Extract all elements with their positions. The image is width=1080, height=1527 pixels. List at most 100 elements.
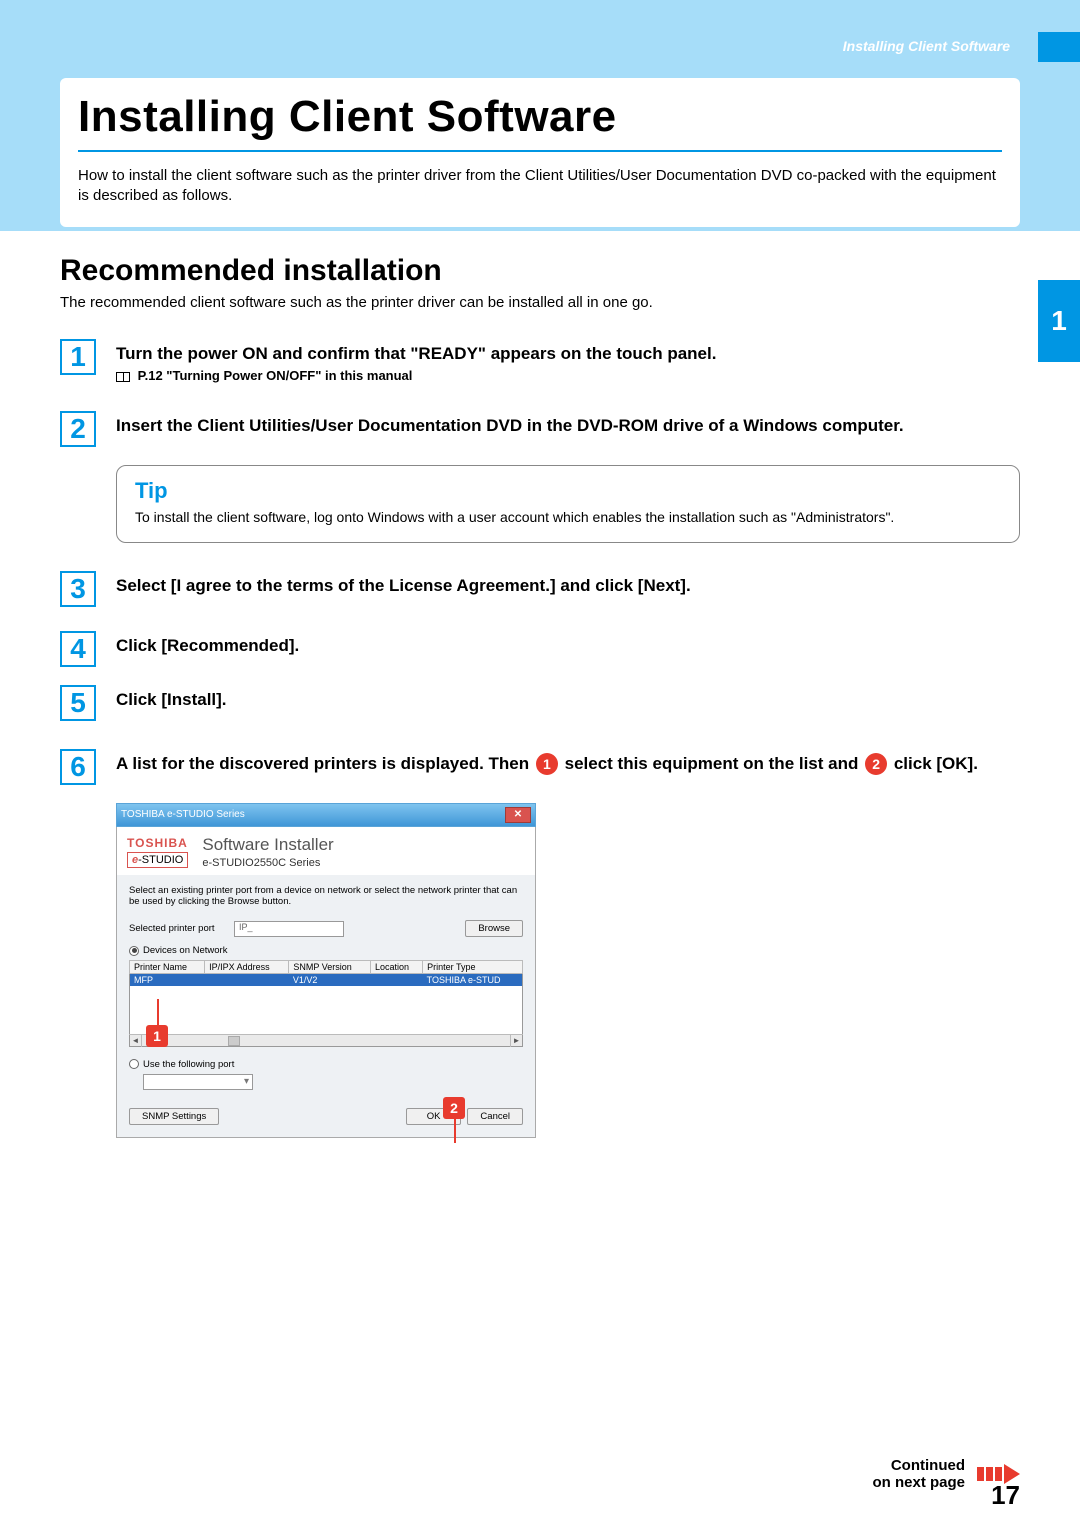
step6-text: A list for the discovered printers is di… bbox=[116, 754, 534, 773]
installer-subtitle: e-STUDIO2550C Series bbox=[202, 857, 333, 869]
section-intro: The recommended client software such as … bbox=[60, 294, 1020, 311]
installer-body: Select an existing printer port from a d… bbox=[116, 875, 536, 1138]
col-type: Printer Type bbox=[423, 961, 523, 974]
cell-name: MFP bbox=[130, 974, 205, 987]
title-underline bbox=[78, 150, 1002, 152]
step-num: 4 bbox=[60, 631, 96, 667]
step-num: 6 bbox=[60, 749, 96, 785]
port-dropdown[interactable]: ▾ bbox=[143, 1074, 253, 1090]
step-body: A list for the discovered printers is di… bbox=[116, 749, 1020, 776]
col-location: Location bbox=[371, 961, 423, 974]
step-body: Click [Install]. bbox=[116, 685, 1020, 712]
browse-button[interactable]: Browse bbox=[465, 920, 523, 937]
step-num: 5 bbox=[60, 685, 96, 721]
step-5: 5 Click [Install]. bbox=[60, 685, 1020, 721]
window-title: TOSHIBA e-STUDIO Series bbox=[121, 809, 245, 820]
cell-snmp: V1/V2 bbox=[289, 974, 371, 987]
step6-text: click [OK]. bbox=[894, 754, 978, 773]
step-num: 3 bbox=[60, 571, 96, 607]
port-dropdown-row: ▾ bbox=[143, 1074, 523, 1090]
installer-header: TOSHIBA e-STUDIO Software Installer e-ST… bbox=[116, 827, 536, 875]
scroll-left-icon[interactable]: ◄ bbox=[130, 1035, 142, 1047]
step-body: Insert the Client Utilities/User Documen… bbox=[116, 411, 1020, 438]
step-num: 2 bbox=[60, 411, 96, 447]
page-title: Installing Client Software bbox=[78, 92, 1002, 142]
h-scrollbar[interactable]: ◄ ► bbox=[130, 1034, 523, 1046]
radio-icon bbox=[129, 1059, 139, 1069]
step-num: 1 bbox=[60, 339, 96, 375]
brand-logo: TOSHIBA e-STUDIO bbox=[127, 836, 188, 868]
continued-line1: Continued bbox=[872, 1457, 965, 1474]
selected-port-label: Selected printer port bbox=[129, 923, 224, 934]
page: Installing Client Software Installing Cl… bbox=[0, 0, 1080, 1527]
devices-network-radio[interactable]: Devices on Network bbox=[129, 945, 523, 956]
step-title: Select [I agree to the terms of the Lice… bbox=[116, 575, 1020, 598]
step-ref: P.12 "Turning Power ON/OFF" in this manu… bbox=[116, 368, 1020, 383]
radio-label: Devices on Network bbox=[143, 945, 227, 956]
chapter-tab: 1 bbox=[1038, 280, 1080, 362]
cell-loc bbox=[371, 974, 423, 987]
table-row[interactable]: MFP V1/V2 TOSHIBA e-STUD bbox=[130, 974, 523, 987]
title-panel: Installing Client Software How to instal… bbox=[60, 78, 1020, 227]
step-body: Click [Recommended]. bbox=[116, 631, 1020, 658]
installer-title-block: Software Installer e-STUDIO2550C Series bbox=[202, 835, 333, 869]
step-title: Click [Install]. bbox=[116, 689, 1020, 712]
cell-ip bbox=[205, 974, 289, 987]
scroll-thumb[interactable] bbox=[228, 1036, 240, 1046]
step-title: Turn the power ON and confirm that "READ… bbox=[116, 343, 1020, 366]
top-tab bbox=[1038, 32, 1080, 62]
intro-text: How to install the client software such … bbox=[78, 166, 1002, 207]
step-4: 4 Click [Recommended]. bbox=[60, 631, 1020, 667]
printer-table[interactable]: Printer Name IP/IPX Address SNMP Version… bbox=[129, 960, 523, 1047]
estudio-logo: e-STUDIO bbox=[127, 852, 188, 868]
callout-line bbox=[157, 999, 159, 1027]
inline-badge-1: 1 bbox=[536, 753, 558, 775]
cancel-button[interactable]: Cancel bbox=[467, 1108, 523, 1125]
callout-badge-2: 2 bbox=[443, 1097, 465, 1119]
continued-label: Continued on next page bbox=[872, 1457, 965, 1492]
selected-port-row: Selected printer port IP_ Browse bbox=[129, 920, 523, 937]
section: Recommended installation The recommended… bbox=[60, 254, 1020, 1138]
tip-box: Tip To install the client software, log … bbox=[116, 465, 1020, 543]
callout-badge-1: 1 bbox=[146, 1025, 168, 1047]
step-3: 3 Select [I agree to the terms of the Li… bbox=[60, 571, 1020, 607]
step-title: Click [Recommended]. bbox=[116, 635, 1020, 658]
book-icon bbox=[116, 372, 130, 382]
window-titlebar: TOSHIBA e-STUDIO Series ✕ bbox=[116, 803, 536, 827]
step-title: Insert the Client Utilities/User Documen… bbox=[116, 415, 1020, 438]
tip-text: To install the client software, log onto… bbox=[135, 508, 1001, 528]
callout-line bbox=[454, 1119, 456, 1143]
col-ip: IP/IPX Address bbox=[205, 961, 289, 974]
following-port-radio[interactable]: Use the following port bbox=[129, 1059, 523, 1070]
continued-line2: on next page bbox=[872, 1474, 965, 1491]
installer-title: Software Installer bbox=[202, 835, 333, 855]
radio-icon bbox=[129, 946, 139, 956]
page-number: 17 bbox=[991, 1480, 1020, 1511]
selected-port-input[interactable]: IP_ bbox=[234, 921, 344, 937]
step-2: 2 Insert the Client Utilities/User Docum… bbox=[60, 411, 1020, 447]
col-printer-name: Printer Name bbox=[130, 961, 205, 974]
ref-text: P.12 "Turning Power ON/OFF" in this manu… bbox=[138, 368, 413, 383]
step-6: 6 A list for the discovered printers is … bbox=[60, 749, 1020, 785]
snmp-settings-button[interactable]: SNMP Settings bbox=[129, 1108, 219, 1125]
product-line: STUDIO bbox=[142, 854, 184, 866]
step-1: 1 Turn the power ON and confirm that "RE… bbox=[60, 339, 1020, 383]
scroll-right-icon[interactable]: ► bbox=[510, 1035, 522, 1047]
step6-text: select this equipment on the list and bbox=[565, 754, 864, 773]
step-title: A list for the discovered printers is di… bbox=[116, 753, 1020, 776]
cell-type: TOSHIBA e-STUD bbox=[423, 974, 523, 987]
section-heading: Recommended installation bbox=[60, 254, 1020, 288]
radio-label: Use the following port bbox=[143, 1059, 234, 1070]
inline-badge-2: 2 bbox=[865, 753, 887, 775]
footer: Continued on next page bbox=[60, 1457, 1020, 1492]
table-empty bbox=[130, 986, 523, 1034]
installer-dialog: TOSHIBA e-STUDIO Series ✕ TOSHIBA e-STUD… bbox=[116, 803, 536, 1138]
step-body: Select [I agree to the terms of the Lice… bbox=[116, 571, 1020, 598]
table-header: Printer Name IP/IPX Address SNMP Version… bbox=[130, 961, 523, 974]
installer-description: Select an existing printer port from a d… bbox=[129, 885, 523, 909]
col-snmp: SNMP Version bbox=[289, 961, 371, 974]
step-body: Turn the power ON and confirm that "READ… bbox=[116, 339, 1020, 383]
tip-heading: Tip bbox=[135, 478, 1001, 504]
close-icon[interactable]: ✕ bbox=[505, 807, 531, 823]
breadcrumb: Installing Client Software bbox=[843, 38, 1010, 54]
